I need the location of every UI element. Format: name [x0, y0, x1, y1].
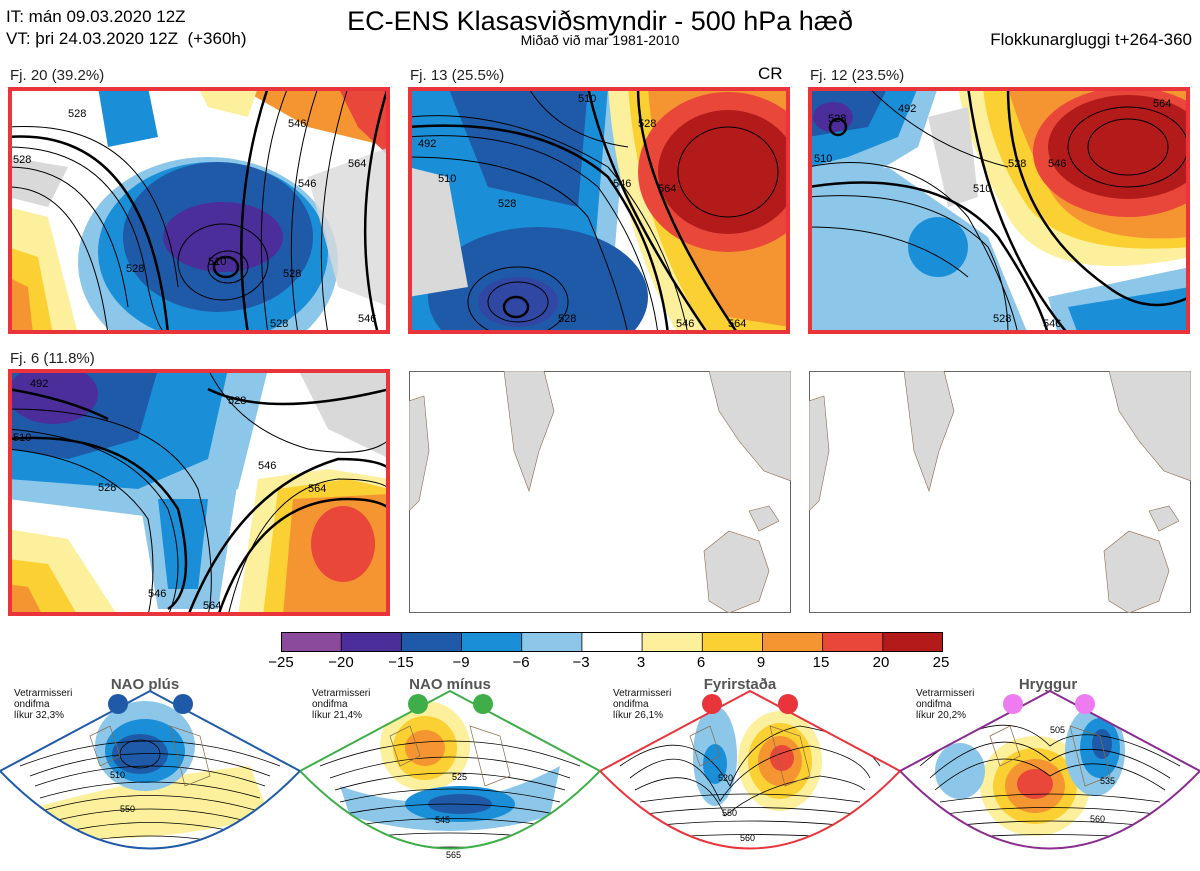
colorbar-tick: 3: [637, 654, 645, 671]
contour-label: 528: [13, 154, 31, 166]
contour-label: 546: [258, 460, 276, 472]
contour-label: 510: [814, 153, 832, 165]
colorbar-cell: [582, 632, 643, 652]
contour-label: 492: [30, 378, 48, 390]
regime-contour-label: 565: [446, 850, 461, 860]
regime-map-ridge[interactable]: 505 535 560: [900, 676, 1200, 871]
regime-contour-label: 560: [740, 833, 755, 843]
contour-label: 546: [613, 178, 631, 190]
regime-contour-label: 560: [1090, 814, 1105, 824]
contour-label: 528: [638, 118, 656, 130]
contour-label: 528: [1008, 158, 1026, 170]
regime-contour-label: 520: [718, 773, 733, 783]
cluster-window: Flokkunargluggi t+264-360: [990, 30, 1192, 50]
colorbar-tick: 9: [757, 654, 765, 671]
colorbar-tick: 15: [813, 654, 830, 671]
contour-label: 564: [658, 183, 676, 195]
colorbar-tick: −9: [452, 654, 469, 671]
contour-label: 564: [728, 318, 746, 330]
contour-label: 564: [203, 600, 221, 612]
colorbar-cell: [762, 632, 823, 652]
colorbar-cell: [702, 632, 763, 652]
contour-label: 564: [308, 483, 326, 495]
contour-label: 492: [418, 138, 436, 150]
colorbar: [281, 632, 943, 652]
regime-contour-label: 535: [1100, 776, 1115, 786]
contour-label: 528: [498, 198, 516, 210]
regime-contour-label: 550: [722, 808, 737, 818]
regime-contour-label: 505: [1050, 725, 1065, 735]
empty-map-2: [809, 371, 1191, 613]
colorbar-tick: −25: [268, 654, 293, 671]
contour-label: 528: [270, 318, 288, 330]
contour-label: 492: [898, 103, 916, 115]
contour-label: 510: [438, 173, 456, 185]
contour-label: 546: [298, 178, 316, 190]
contour-label: 528: [558, 313, 576, 325]
contour-label: 528: [993, 313, 1011, 325]
contour-label: 510: [973, 183, 991, 195]
panel-label-3: Fj. 12 (23.5%): [810, 67, 904, 84]
panel-label-4: Fj. 6 (11.8%): [10, 350, 95, 367]
contour-label: 546: [1043, 318, 1061, 330]
regime-contour-label: 550: [120, 804, 135, 814]
control-run-tag: CR: [758, 64, 783, 84]
contour-label: 528: [126, 263, 144, 275]
regime-contour-label: 510: [110, 770, 125, 780]
contour-label: 546: [1048, 158, 1066, 170]
cluster-map-2[interactable]: 510 492 510 528 528 546 564 528 546 564: [408, 87, 790, 334]
contour-label: 510: [578, 93, 596, 105]
regime-map-nao-plus[interactable]: 510 550: [0, 676, 300, 871]
contour-label: 528: [828, 113, 846, 125]
contour-label: 564: [348, 158, 366, 170]
empty-map-1: [409, 371, 791, 613]
contour-label: 528: [68, 108, 86, 120]
contour-label: 528: [98, 482, 116, 494]
colorbar-tick: −6: [512, 654, 529, 671]
regime-contour-label: 545: [435, 815, 450, 825]
regime-map-blocking[interactable]: 520 550 560: [600, 676, 900, 871]
colorbar-tick: −3: [572, 654, 589, 671]
colorbar-cell: [823, 632, 884, 652]
panel-label-2: Fj. 13 (25.5%): [410, 67, 504, 84]
contour-label: 546: [358, 313, 376, 325]
cluster-map-3[interactable]: 492 528 510 528 546 564 510 528 546: [808, 87, 1190, 334]
colorbar-cell: [642, 632, 703, 652]
colorbar-tick: 6: [697, 654, 705, 671]
colorbar-cell: [341, 632, 402, 652]
contour-label: 528: [228, 395, 246, 407]
colorbar-tick: 25: [933, 654, 950, 671]
contour-label: 528: [283, 268, 301, 280]
regime-contour-label: 525: [452, 772, 467, 782]
contour-label: 546: [676, 318, 694, 330]
contour-label: 510: [208, 256, 226, 268]
colorbar-tick: 20: [873, 654, 890, 671]
contour-label: 564: [1153, 98, 1171, 110]
colorbar-tick: −20: [328, 654, 353, 671]
cluster-map-4[interactable]: 492 510 528 528 546 564 546 564: [8, 369, 390, 616]
contour-label: 510: [13, 432, 31, 444]
regime-map-nao-minus[interactable]: 525 545 565: [300, 676, 600, 871]
colorbar-tick: −15: [388, 654, 413, 671]
contour-label: 546: [148, 588, 166, 600]
colorbar-cell: [401, 632, 462, 652]
panel-label-1: Fj. 20 (39.2%): [10, 67, 104, 84]
colorbar-cell: [522, 632, 583, 652]
colorbar-cell: [281, 632, 342, 652]
contour-label: 546: [288, 118, 306, 130]
colorbar-cell: [883, 632, 943, 652]
colorbar-cell: [462, 632, 523, 652]
cluster-map-1[interactable]: 528 546 564 510 528 528 528 546 546 528: [8, 87, 390, 334]
